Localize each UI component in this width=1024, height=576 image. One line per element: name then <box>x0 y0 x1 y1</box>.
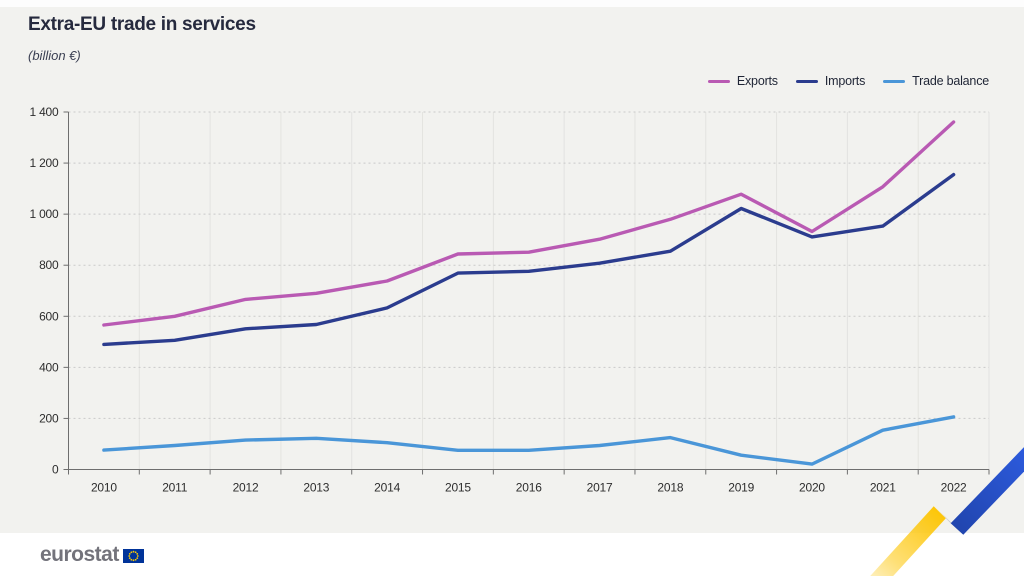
chart-legend: Exports Imports Trade balance <box>707 73 989 89</box>
x-axis-label: 2010 <box>91 481 117 495</box>
legend-swatch-exports <box>707 79 730 83</box>
legend-swatch-trade-balance <box>883 79 906 83</box>
eu-flag-star <box>136 557 138 560</box>
x-axis-label: 2011 <box>162 481 188 495</box>
axis-label-layer: 0 200 400 600 800 1 000 1 200 1 400 2010 2011 2012… <box>29 105 967 495</box>
y-axis-label: 600 <box>39 309 59 323</box>
eu-flag-star <box>128 552 131 555</box>
ribbon-blue-band <box>950 447 1024 535</box>
eu-flag-star <box>128 555 130 557</box>
eu-flag-star <box>130 558 133 561</box>
legend-swatch-imports <box>795 79 818 83</box>
x-axis-label: 2022 <box>941 481 967 495</box>
x-axis-label: 2017 <box>587 481 613 495</box>
x-axis-label: 2018 <box>657 481 683 495</box>
y-axis-label: 0 <box>52 463 59 477</box>
chart-title: Extra-EU trade in services <box>28 14 256 35</box>
y-axis-label: 1 400 <box>29 105 59 119</box>
ribbon-fold <box>933 506 964 535</box>
eu-flag-stars <box>128 550 139 562</box>
x-axis-label: 2012 <box>233 481 259 495</box>
y-axis-label: 800 <box>39 258 59 272</box>
x-axis-label: 2019 <box>728 481 754 495</box>
eu-flag-star <box>132 559 135 562</box>
series-line-exports <box>102 120 956 327</box>
grid-layer <box>68 111 990 470</box>
eu-flag-star <box>132 550 135 553</box>
series-line-imports <box>102 172 956 347</box>
legend-label-imports: Imports <box>824 74 866 88</box>
chart-subtitle: (billion €) <box>28 48 81 63</box>
eu-flag-star <box>136 555 139 557</box>
legend-label-trade-balance: Trade balance <box>912 74 989 88</box>
x-axis-label: 2014 <box>374 481 400 495</box>
x-axis-label: 2021 <box>870 481 896 495</box>
y-axis-label: 1 200 <box>29 156 59 170</box>
legend-item-exports: Exports <box>707 74 778 88</box>
y-axis-label: 1 000 <box>29 207 59 221</box>
eu-flag-field <box>122 549 144 563</box>
eu-flag-star <box>136 552 138 555</box>
x-axis-label: 2016 <box>516 481 542 495</box>
top-strip <box>0 0 1024 7</box>
x-axis-label: 2020 <box>799 481 825 495</box>
x-axis-label: 2013 <box>303 481 329 495</box>
legend-item-trade-balance: Trade balance <box>883 74 989 88</box>
series-layer <box>102 120 956 466</box>
footer: eurostat <box>0 533 1024 576</box>
eu-flag-star <box>134 551 137 554</box>
legend-item-imports: Imports <box>795 74 866 88</box>
eurostat-logo-text: eurostat <box>40 543 119 566</box>
eu-flag-icon <box>122 549 144 563</box>
x-axis-label: 2015 <box>445 481 471 495</box>
eu-flag-star <box>134 558 137 561</box>
legend-label-exports: Exports <box>736 74 778 88</box>
eu-flag-star <box>130 551 133 554</box>
axis-layer <box>63 111 990 475</box>
series-line-trade-balance <box>102 415 956 466</box>
eu-flag-star <box>128 557 131 560</box>
y-axis-label: 200 <box>39 411 59 425</box>
y-axis-label: 400 <box>39 360 59 374</box>
